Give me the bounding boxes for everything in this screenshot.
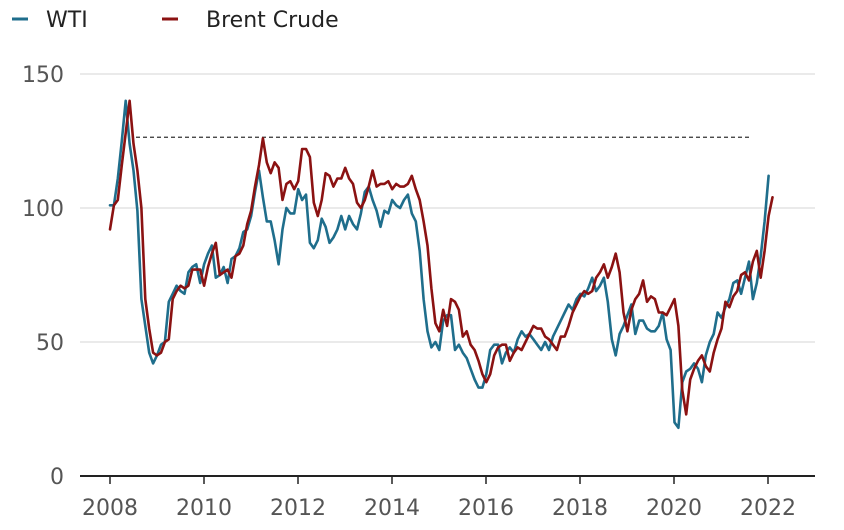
- y-tick-label-0: 0: [50, 465, 64, 490]
- gridlines: [80, 73, 815, 343]
- x-tick-label-2016: 2016: [458, 496, 514, 521]
- y-axis-tick-labels: 0 50 100 150: [22, 63, 64, 490]
- x-axis: 2008 2010 2012 2014 2016 2018 2020 2022: [80, 475, 815, 521]
- y-tick-label-150: 150: [22, 63, 64, 88]
- legend-label-brent-crude: Brent Crude: [206, 8, 339, 33]
- y-tick-label-100: 100: [22, 197, 64, 222]
- x-tick-label-2008: 2008: [82, 496, 138, 521]
- series-line-brent-crude: [108, 99, 774, 416]
- legend-label-wti: WTI: [46, 8, 88, 33]
- y-tick-label-50: 50: [36, 331, 64, 356]
- x-tick-label-2022: 2022: [740, 496, 796, 521]
- x-tick-label-2018: 2018: [552, 496, 608, 521]
- legend: WTI Brent Crude: [12, 8, 339, 33]
- x-tick-label-2012: 2012: [270, 496, 326, 521]
- x-tick-label-2014: 2014: [364, 496, 420, 521]
- x-tick-label-2020: 2020: [646, 496, 702, 521]
- x-tick-label-2010: 2010: [176, 496, 232, 521]
- plot-area: [108, 99, 774, 430]
